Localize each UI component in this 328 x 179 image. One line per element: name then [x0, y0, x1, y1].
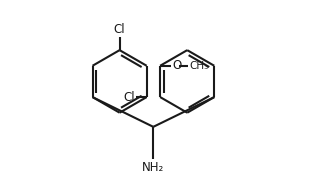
- Text: NH₂: NH₂: [142, 161, 164, 174]
- Text: O: O: [172, 59, 181, 72]
- Text: Cl: Cl: [114, 23, 125, 36]
- Text: Cl: Cl: [123, 91, 134, 104]
- Text: CH₃: CH₃: [189, 61, 208, 71]
